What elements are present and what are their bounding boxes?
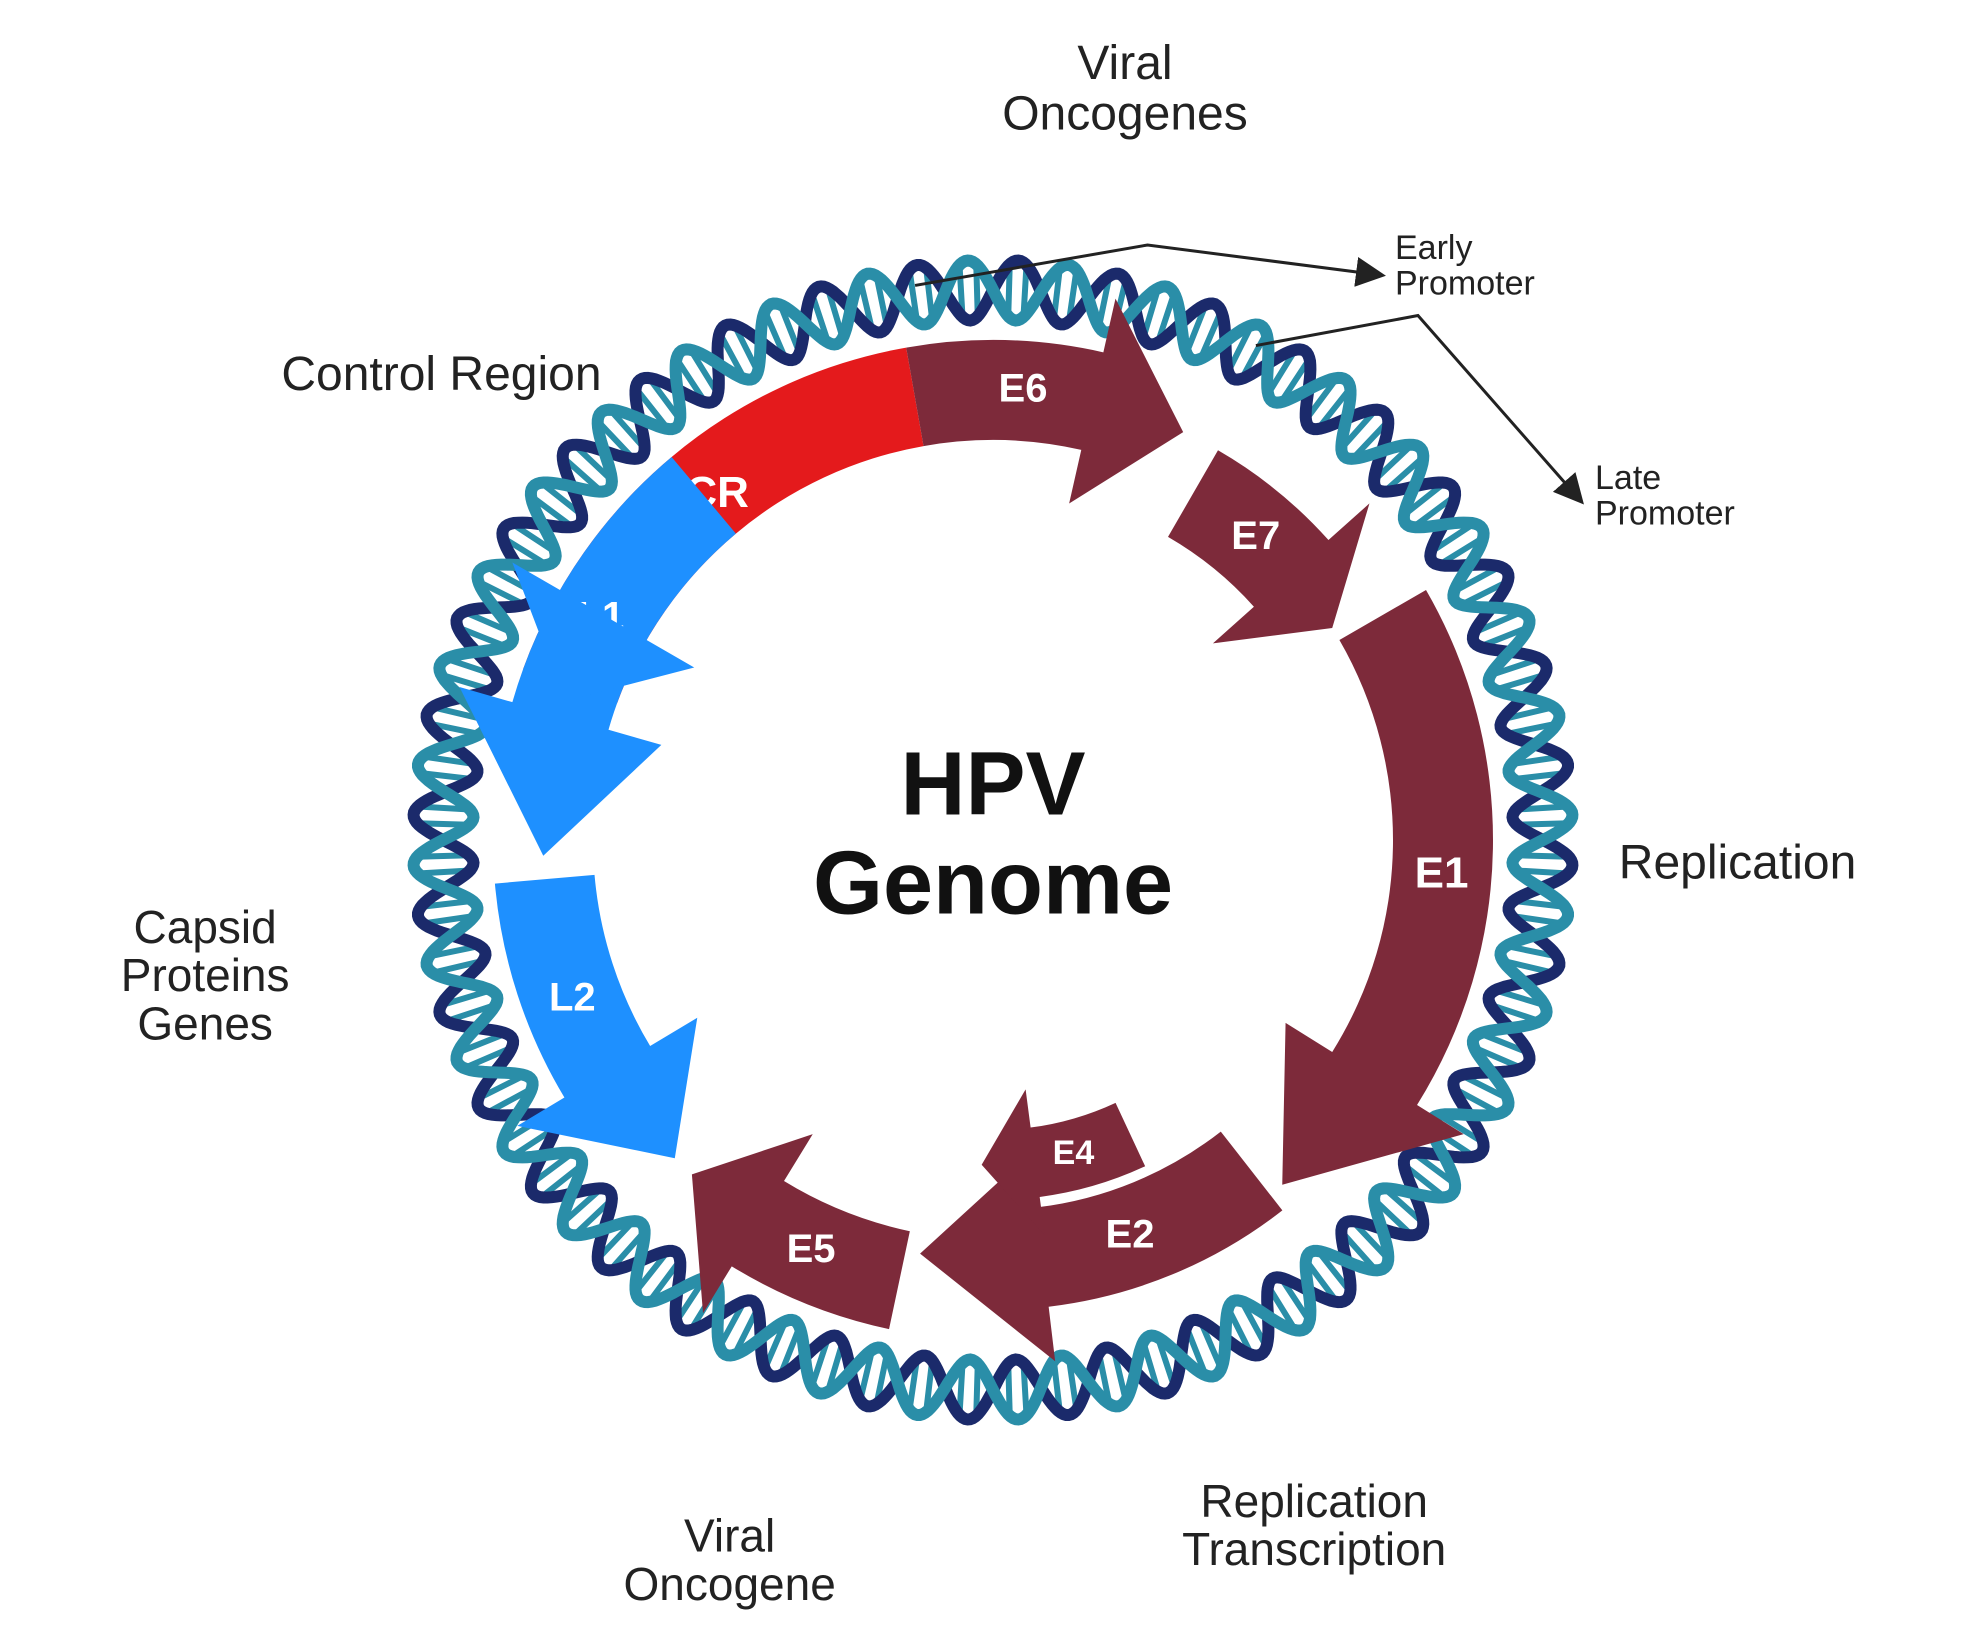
outer-label-viral-oncogenes-l0: Viral bbox=[1077, 37, 1172, 90]
outer-label-capsid-l1: Proteins bbox=[121, 949, 290, 1001]
center-title-line1: HPV bbox=[900, 734, 1085, 834]
segment-label-e4: E4 bbox=[1053, 1134, 1095, 1172]
segment-label-e7: E7 bbox=[1231, 514, 1280, 558]
outer-label-rep-transcr-l1: Transcription bbox=[1182, 1523, 1446, 1575]
segment-label-e5: E5 bbox=[787, 1227, 836, 1271]
outer-label-viral-oncogenes-l1: Oncogenes bbox=[1002, 87, 1248, 140]
outer-label-rep-transcr-l0: Replication bbox=[1200, 1475, 1428, 1527]
callout-label-late-promoter-l1: Promoter bbox=[1595, 495, 1735, 533]
outer-label-control-region: Control Region bbox=[281, 348, 601, 401]
hpv-genome-diagram: LCRE6E7E1E2E4E5L2L1HPVGenomeControl Regi… bbox=[0, 0, 1986, 1645]
center-title-line2: Genome bbox=[813, 833, 1173, 933]
outer-label-capsid-l2: Genes bbox=[137, 997, 273, 1049]
segment-label-e1: E1 bbox=[1415, 849, 1469, 898]
outer-label-viral-oncogene-l0: Viral bbox=[684, 1510, 775, 1562]
outer-label-replication: Replication bbox=[1619, 837, 1856, 890]
segment-label-l2: L2 bbox=[549, 975, 596, 1019]
callout-label-early-promoter-l1: Promoter bbox=[1395, 265, 1535, 303]
segment-label-e6: E6 bbox=[999, 367, 1048, 411]
outer-label-viral-oncogene-l1: Oncogene bbox=[624, 1558, 836, 1610]
callout-label-late-promoter-l0: Late bbox=[1595, 459, 1661, 497]
callout-label-early-promoter-l0: Early bbox=[1395, 229, 1472, 267]
segment-label-e2: E2 bbox=[1106, 1213, 1155, 1257]
outer-label-capsid-l0: Capsid bbox=[134, 901, 277, 953]
